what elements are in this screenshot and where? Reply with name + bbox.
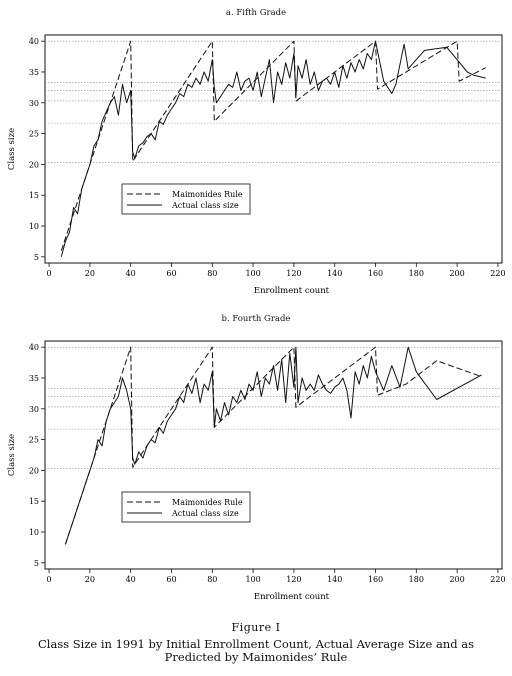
plot-frame xyxy=(44,340,503,570)
panel-a-title: a. Fifth Grade xyxy=(225,8,287,18)
x-tick-label: 180 xyxy=(409,575,424,584)
legend-entry: Actual class size xyxy=(171,509,239,518)
plot-frame xyxy=(44,34,503,264)
x-tick-label: 80 xyxy=(207,575,217,584)
y-tick-label: 15 xyxy=(29,497,39,506)
y-axis-label: Class size xyxy=(7,128,17,170)
legend-entry: Actual class size xyxy=(171,201,239,210)
y-tick-label: 30 xyxy=(29,405,39,414)
x-tick-label: 160 xyxy=(368,269,383,278)
y-tick-label: 5 xyxy=(34,559,39,568)
legend-box xyxy=(121,183,251,215)
y-tick-label: 35 xyxy=(29,374,39,383)
x-tick-label: 40 xyxy=(126,575,136,584)
x-tick-label: 60 xyxy=(166,575,176,584)
x-tick-label: 180 xyxy=(409,269,424,278)
x-tick-label: 140 xyxy=(327,575,342,584)
x-tick-label: 220 xyxy=(490,575,505,584)
series-line-actual-class-size xyxy=(64,346,482,545)
y-axis-label: Class size xyxy=(7,434,17,476)
figure-label: Figure I xyxy=(231,621,281,634)
y-tick-label: 25 xyxy=(29,130,39,139)
y-tick-label: 15 xyxy=(29,191,39,200)
x-tick-label: 100 xyxy=(245,269,260,278)
x-tick-label: 220 xyxy=(490,269,505,278)
legend-entry: Maimonides Rule xyxy=(172,498,243,507)
x-tick-label: 0 xyxy=(47,575,52,584)
x-tick-label: 60 xyxy=(166,269,176,278)
x-tick-label: 100 xyxy=(245,575,260,584)
y-tick-label: 20 xyxy=(29,466,39,475)
x-tick-label: 120 xyxy=(286,575,301,584)
y-tick-label: 40 xyxy=(29,37,39,46)
y-tick-label: 10 xyxy=(29,528,39,537)
x-tick-label: 140 xyxy=(327,269,342,278)
legend-entry: Maimonides Rule xyxy=(172,190,243,199)
y-tick-label: 30 xyxy=(29,99,39,108)
panel-b-title: b. Fourth Grade xyxy=(221,314,291,324)
legend-box xyxy=(121,491,251,523)
x-axis-label: Enrollment count xyxy=(254,592,330,602)
x-tick-label: 40 xyxy=(126,269,136,278)
x-tick-label: 200 xyxy=(449,575,464,584)
x-tick-label: 0 xyxy=(47,269,52,278)
figure-caption-line-1: Class Size in 1991 by Initial Enrollment… xyxy=(38,637,474,651)
x-tick-label: 120 xyxy=(286,269,301,278)
x-tick-label: 20 xyxy=(85,269,95,278)
y-tick-label: 25 xyxy=(29,436,39,445)
x-tick-label: 160 xyxy=(368,575,383,584)
panel-b-chart: 0 20 40 60 80 100 120 140 160 180 200 220 5 10 15 20 25 3… xyxy=(7,340,506,602)
x-tick-label: 80 xyxy=(207,269,217,278)
x-tick-label: 200 xyxy=(449,269,464,278)
x-tick-label: 20 xyxy=(85,575,95,584)
series-line-actual-class-size xyxy=(60,40,486,257)
panel-a-chart: 0 20 40 60 80 100 120 140 160 180 200 220 5 10 15 20 25 3… xyxy=(7,34,506,296)
y-tick-label: 40 xyxy=(29,343,39,352)
x-axis-label: Enrollment count xyxy=(254,286,330,296)
y-tick-label: 5 xyxy=(34,253,39,262)
figure-caption-line-2: Predicted by Maimonides’ Rule xyxy=(164,650,348,664)
y-tick-label: 10 xyxy=(29,222,39,231)
series-line-maimonides-rule xyxy=(60,40,486,251)
y-tick-label: 20 xyxy=(29,160,39,169)
y-tick-label: 35 xyxy=(29,68,39,77)
